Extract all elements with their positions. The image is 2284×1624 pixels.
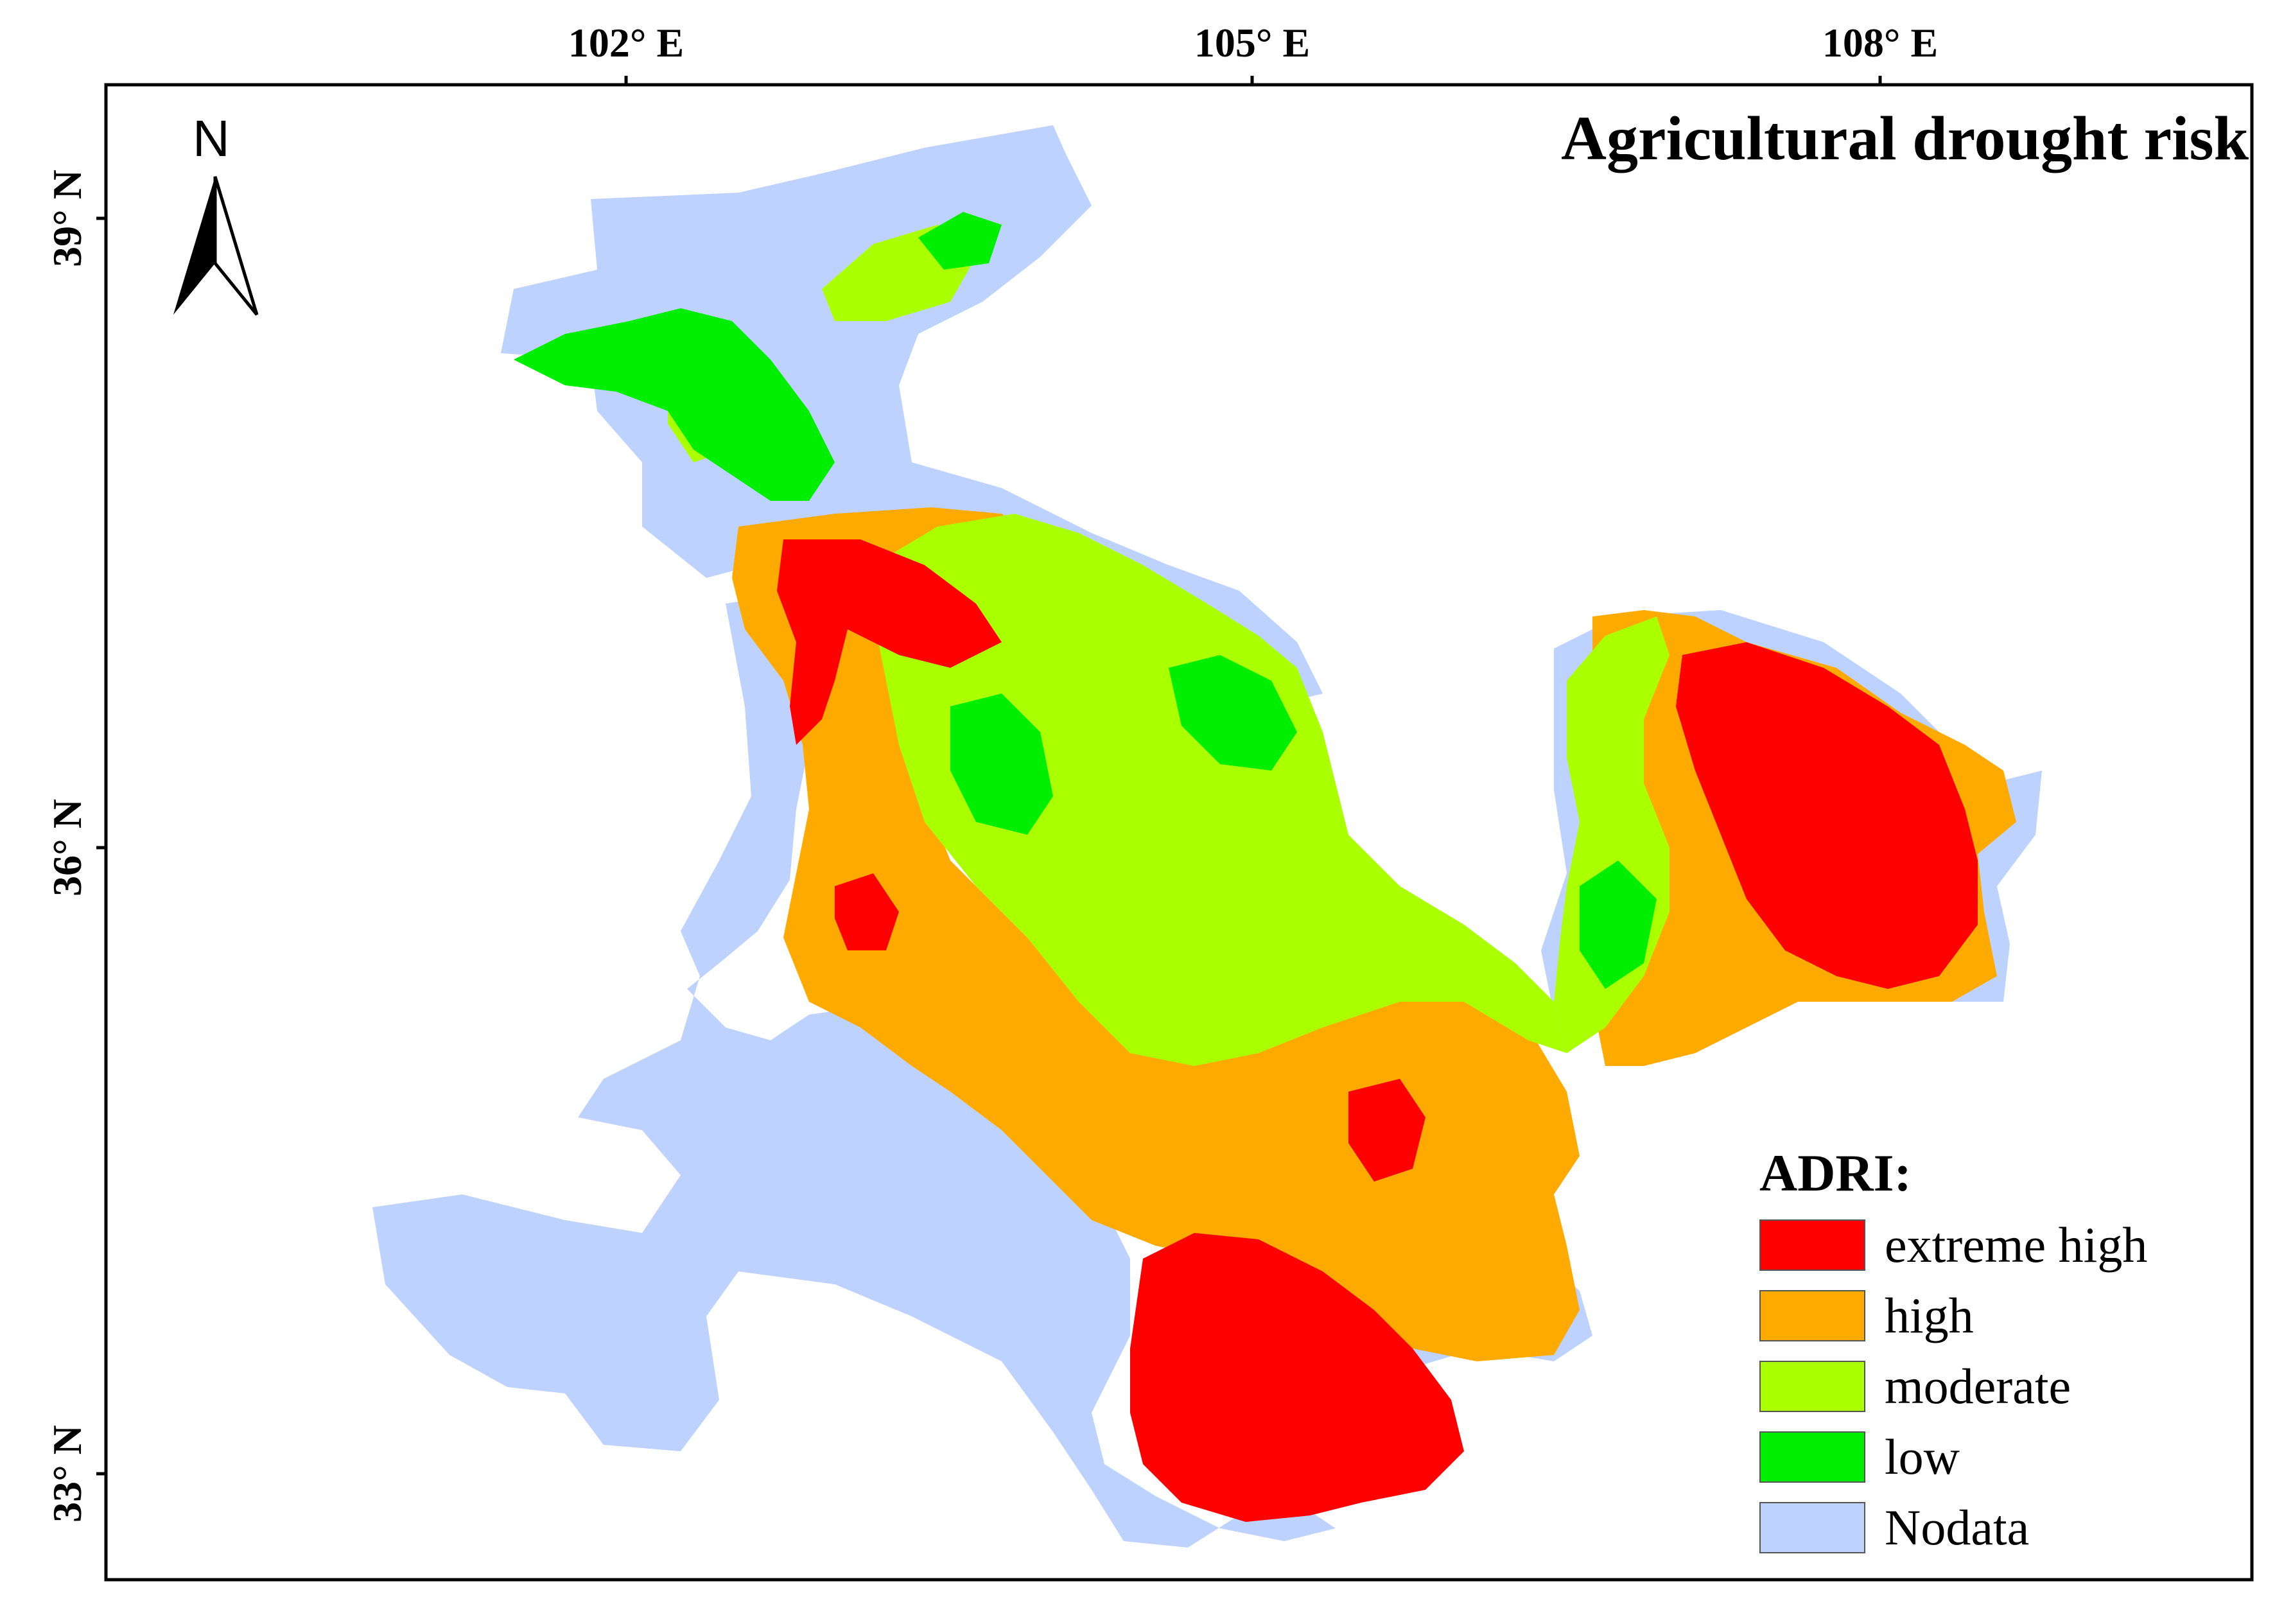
region-low [514,212,1657,989]
legend-title: ADRI: [1759,1144,1912,1202]
legend-label: low [1885,1429,1960,1485]
legend-swatch [1759,1361,1865,1412]
legend-item-extreme-high: extreme high [1759,1210,2147,1280]
legend-swatch [1759,1290,1865,1341]
legend-swatch [1759,1502,1865,1553]
legend-item-moderate: moderate [1759,1351,2147,1422]
lat-label-36: 36° N [44,799,90,896]
legend: ADRI: extreme high high moderate low Nod… [1759,1143,2147,1563]
legend-item-low: low [1759,1422,2147,1492]
region-extreme-high [777,539,1978,1522]
map-frame [104,83,2254,1582]
lat-label-39: 39° N [44,170,90,267]
legend-label: extreme high [1885,1217,2148,1273]
legend-item-nodata: Nodata [1759,1492,2147,1563]
legend-swatch [1759,1431,1865,1483]
legend-label: moderate [1885,1358,2071,1414]
lon-label-105: 105° E [1194,20,1311,65]
map-title: Agricultural drought risk [1561,104,2249,173]
legend-label: Nodata [1885,1499,2030,1555]
graticule-ticks [96,76,1882,1476]
lat-label-33: 33° N [44,1425,90,1523]
north-label: N [193,110,230,167]
lon-label-108: 108° E [1822,20,1939,65]
legend-item-high: high [1759,1280,2147,1351]
north-arrow-icon [173,176,259,316]
legend-swatch [1759,1219,1865,1271]
lon-label-102: 102° E [568,20,684,65]
legend-label: high [1885,1288,1974,1343]
